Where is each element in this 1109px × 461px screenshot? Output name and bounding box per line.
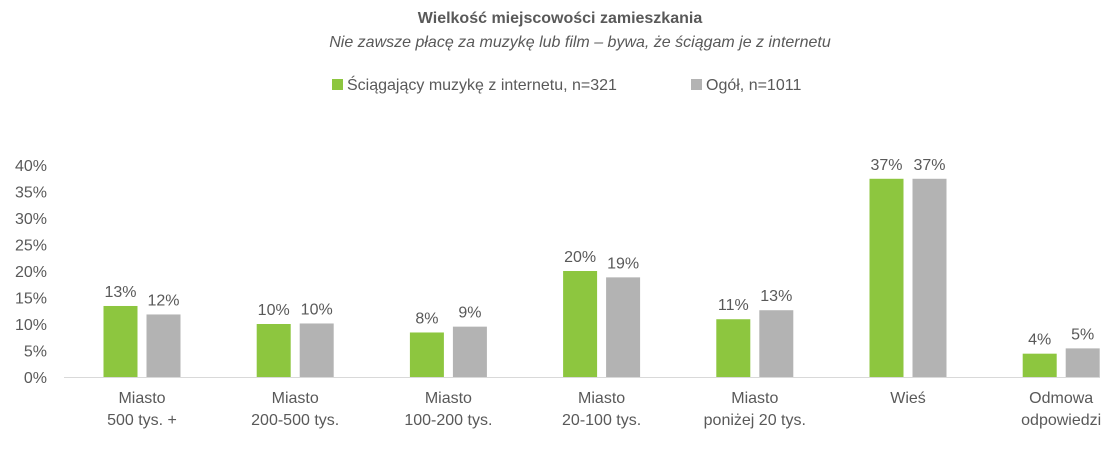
y-tick-label: 30% — [15, 211, 47, 228]
y-axis: 0% 5% 10% 15% 20% 25% 30% 35% 40% — [15, 158, 47, 387]
data-label: 10% — [301, 301, 333, 318]
bar-downloaders — [716, 319, 751, 377]
bar-total — [146, 314, 181, 377]
data-label: 13% — [760, 288, 792, 305]
x-tick-label: 500 tys. + — [107, 412, 177, 429]
x-tick-label: odpowiedzi — [1021, 412, 1101, 429]
data-label: 11% — [718, 297, 749, 314]
bar-total — [759, 310, 794, 377]
x-tick-label: Miasto — [272, 390, 319, 407]
data-label: 8% — [415, 310, 438, 327]
y-tick-label: 10% — [15, 317, 47, 334]
data-label: 9% — [458, 305, 481, 322]
x-tick-label: Miasto — [425, 390, 472, 407]
bars: 13% 12% 10% 10% 8% 9% 20% 19% 11% 13% 37% 37% 4% 5% — [103, 157, 1100, 377]
bar-downloaders — [256, 324, 291, 377]
bar-downloaders — [869, 178, 904, 377]
data-label: 5% — [1071, 326, 1094, 343]
x-axis: Miasto 500 tys. + Miasto 200-500 tys. Miasto… — [107, 390, 1101, 429]
x-tick-label: 20-100 tys. — [562, 412, 641, 429]
y-tick-label: 40% — [15, 158, 47, 175]
data-label: 37% — [913, 157, 945, 174]
data-label: 20% — [564, 249, 596, 266]
bar-downloaders — [563, 271, 598, 377]
bar-downloaders — [409, 332, 444, 377]
legend-label-downloaders: Ściągający muzykę z internetu, n=321 — [347, 75, 617, 94]
x-tick-label: Miasto — [731, 390, 778, 407]
legend-swatch-green — [332, 79, 343, 90]
x-tick-label: Wieś — [890, 390, 926, 407]
data-label: 4% — [1028, 332, 1051, 349]
x-tick-label: 100-200 tys. — [404, 412, 492, 429]
x-tick-label: Odmowa — [1029, 390, 1093, 407]
y-tick-label: 20% — [15, 264, 47, 281]
y-tick-label: 15% — [15, 291, 47, 308]
legend-label-total: Ogół, n=1011 — [706, 77, 801, 94]
data-label: 10% — [258, 302, 290, 319]
y-tick-label: 5% — [24, 344, 47, 361]
chart-title: Wielkość miejscowości zamieszkania — [418, 10, 703, 27]
bar-downloaders — [1022, 353, 1057, 377]
data-label: 12% — [147, 292, 179, 309]
data-label: 19% — [607, 255, 639, 272]
data-label: 13% — [104, 284, 136, 301]
legend: Ściągający muzykę z internetu, n=321 Ogó… — [332, 75, 801, 94]
bar-total — [1065, 348, 1100, 377]
x-tick-label: poniżej 20 tys. — [704, 412, 806, 429]
bar-total — [299, 323, 334, 377]
x-tick-label: 200-500 tys. — [251, 412, 339, 429]
bar-total — [606, 277, 641, 377]
bar-total — [912, 178, 947, 377]
data-label: 37% — [870, 157, 902, 174]
chart-subtitle: Nie zawsze płacę za muzykę lub film – by… — [329, 34, 831, 51]
x-tick-label: Miasto — [118, 390, 165, 407]
bar-downloaders — [103, 305, 138, 377]
y-tick-label: 25% — [15, 238, 47, 255]
bar-total — [452, 326, 487, 377]
y-tick-label: 0% — [24, 370, 47, 387]
x-tick-label: Miasto — [578, 390, 625, 407]
y-tick-label: 35% — [15, 185, 47, 202]
legend-swatch-gray — [691, 79, 702, 90]
